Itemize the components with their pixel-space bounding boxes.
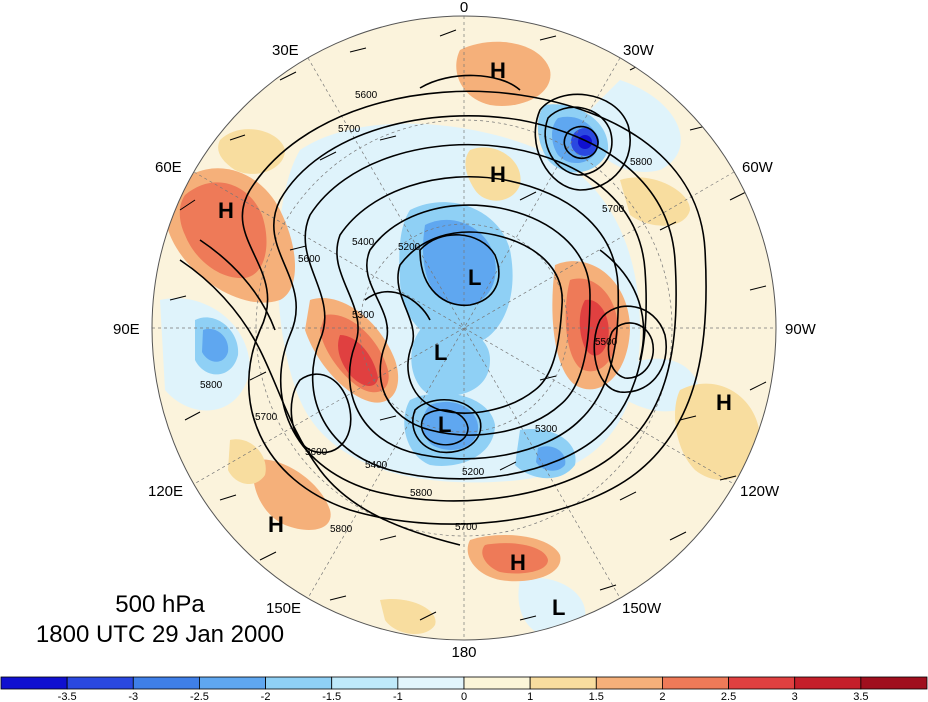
contour-label: 5600 xyxy=(305,447,328,458)
polar-stereographic-map: 5600 5700 5400 5200 5300 5800 5700 5600 … xyxy=(113,0,817,661)
colorbar-box xyxy=(794,676,862,690)
high-center-label: H xyxy=(490,58,506,83)
colorbar-tick-label: -2 xyxy=(261,691,271,702)
colorbar-tick-label: 1 xyxy=(527,691,533,702)
longitude-label-150w: 150W xyxy=(622,600,662,617)
longitude-label-120w: 120W xyxy=(740,483,780,500)
contour-label: 5300 xyxy=(535,424,558,435)
high-center-label: H xyxy=(268,512,284,537)
longitude-label-0: 0 xyxy=(460,0,468,16)
contour-label: 5800 xyxy=(410,488,433,499)
colorbar-box xyxy=(529,676,597,690)
colorbar-tick-label: 1.5 xyxy=(589,691,604,702)
longitude-label-150e: 150E xyxy=(266,600,301,617)
low-center-label: L xyxy=(434,340,447,365)
colorbar-box xyxy=(66,676,134,690)
contour-label: 5600 xyxy=(355,90,378,101)
contour-labels: 5600 5700 5400 5200 5300 5800 5700 5600 … xyxy=(200,90,653,535)
longitude-label-60e: 60E xyxy=(155,159,182,176)
contour-label: 5200 xyxy=(398,242,421,253)
colorbar-tick-label: -1 xyxy=(393,691,403,702)
graticule xyxy=(152,16,776,640)
colorbar-tick-labels: -3.5 -3 -2.5 -2 -1.5 -1 0 1 1.5 2 2.5 3 3.5 xyxy=(58,691,869,702)
map-title: 500 hPa 1800 UTC 29 Jan 2000 xyxy=(0,590,310,650)
contour-label: 5300 xyxy=(352,310,375,321)
contour-label: 5700 xyxy=(455,522,478,533)
colorbar-box xyxy=(199,676,266,690)
pressure-centers: H H H H H H L L L L xyxy=(218,58,732,620)
contour-label: 5200 xyxy=(462,467,485,478)
height-contours xyxy=(179,74,707,546)
longitude-label-60w: 60W xyxy=(742,159,774,176)
colorbar-tick-label: 2.5 xyxy=(721,691,736,702)
valid-time-text: 1800 UTC 29 Jan 2000 xyxy=(35,621,285,648)
colorbar-tick-label: 0 xyxy=(461,691,467,702)
high-center-label: H xyxy=(716,390,732,415)
contour-label: 5500 xyxy=(595,337,618,348)
colorbar-tick-label: -3.5 xyxy=(58,691,77,702)
colorbar-box xyxy=(132,676,200,690)
contour-label: 5700 xyxy=(338,124,361,135)
colorbar-boxes xyxy=(0,676,928,690)
longitude-label-90e: 90E xyxy=(113,321,140,338)
colorbar: -3.5 -3 -2.5 -2 -1.5 -1 0 1 1.5 2 2.5 3 3.5 xyxy=(0,676,928,702)
colorbar-box xyxy=(397,676,465,690)
contour-label: 5800 xyxy=(200,380,223,391)
colorbar-box xyxy=(595,676,663,690)
colorbar-box xyxy=(331,676,399,690)
low-center-label: L xyxy=(552,595,565,620)
longitude-label-120e: 120E xyxy=(148,483,183,500)
colorbar-tick-label: 3.5 xyxy=(853,691,868,702)
colorbar-box xyxy=(728,676,796,690)
longitude-label-30e: 30E xyxy=(272,42,299,59)
colorbar-tick-label: -2.5 xyxy=(190,691,209,702)
globe-outline xyxy=(151,15,777,641)
high-center-label: H xyxy=(510,550,526,575)
colorbar-box xyxy=(265,676,333,690)
colorbar-tick-label: -3 xyxy=(128,691,138,702)
contour-label: 5700 xyxy=(255,412,278,423)
low-center-label: L xyxy=(438,412,451,437)
contour-label: 5400 xyxy=(352,237,375,248)
contour-label: 5400 xyxy=(365,460,388,471)
contour-label: 5800 xyxy=(630,157,653,168)
contour-label: 5600 xyxy=(298,254,321,265)
colorbar-box xyxy=(463,676,531,690)
colorbar-tick-label: 2 xyxy=(659,691,665,702)
longitude-label-30w: 30W xyxy=(623,42,655,59)
longitude-label-180: 180 xyxy=(451,644,476,661)
contour-label: 5700 xyxy=(602,204,625,215)
low-center-label: L xyxy=(468,265,481,290)
colorbar-box xyxy=(0,676,68,690)
colorbar-box xyxy=(860,676,928,690)
colorbar-tick-label: 3 xyxy=(792,691,798,702)
anomaly-shading xyxy=(160,41,760,638)
pressure-level-text: 500 hPa xyxy=(115,591,205,618)
high-center-label: H xyxy=(218,198,234,223)
contour-label: 5800 xyxy=(330,524,353,535)
colorbar-box xyxy=(662,676,729,690)
high-center-label: H xyxy=(490,162,506,187)
longitude-labels: 0 30W 60W 90W 120W 150W 180 150E 120E 90… xyxy=(113,0,817,661)
longitude-label-90w: 90W xyxy=(785,321,817,338)
colorbar-tick-label: -1.5 xyxy=(322,691,341,702)
